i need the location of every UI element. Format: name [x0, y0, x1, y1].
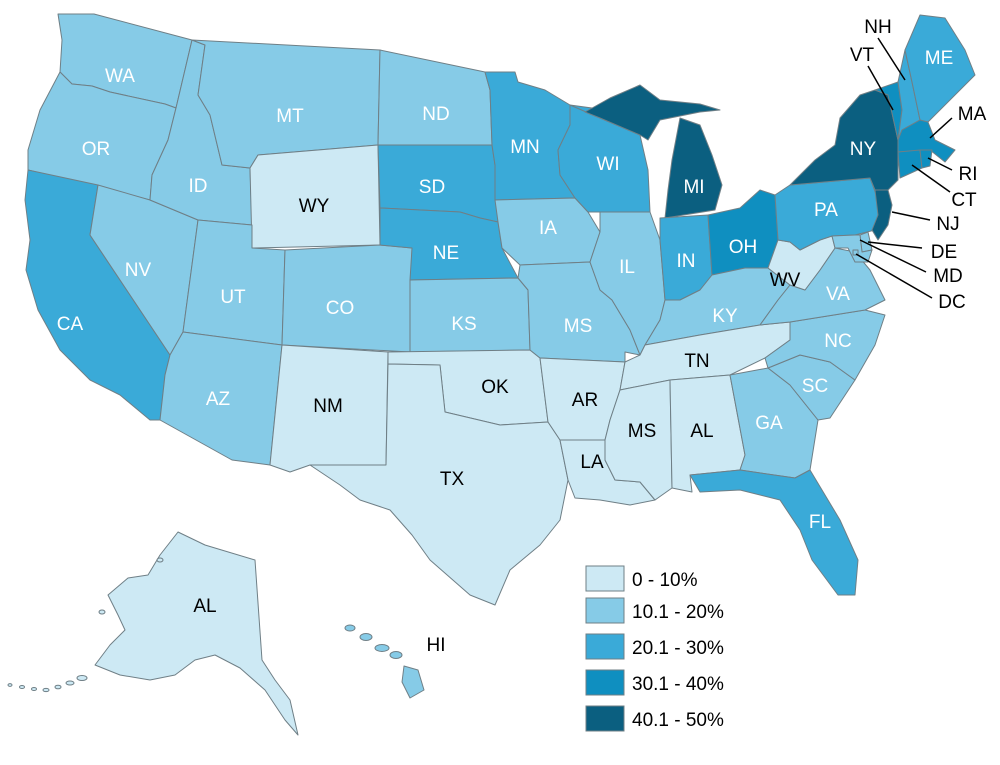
legend-label-2: 20.1 - 30%: [632, 638, 724, 659]
legend-swatch-4: [585, 705, 625, 732]
legend-label-0: 0 - 10%: [632, 570, 698, 591]
label-me: ME: [925, 48, 954, 69]
label-oh: OH: [729, 237, 758, 258]
label-ri: RI: [959, 164, 978, 185]
label-leader-lines: [855, 37, 953, 299]
label-nc: NC: [824, 331, 851, 352]
legend-swatch-0: [585, 565, 625, 592]
label-mt: MT: [276, 106, 304, 127]
label-az: AZ: [206, 389, 231, 410]
state-ct[interactable]: [897, 149, 923, 179]
state-me[interactable]: [904, 14, 976, 126]
label-ma: MA: [958, 104, 987, 125]
label-sc: SC: [802, 376, 828, 397]
state-nc[interactable]: [764, 309, 886, 381]
state-nd[interactable]: [377, 49, 493, 146]
label-ny: NY: [850, 139, 877, 160]
label-hi: HI: [427, 635, 446, 656]
label-nm: NM: [313, 396, 343, 417]
label-sd: SD: [419, 177, 445, 198]
label-al: AL: [690, 421, 713, 442]
label-dc: DC: [938, 292, 965, 313]
label-ct: CT: [951, 190, 977, 211]
state-ny[interactable]: [789, 89, 899, 191]
legend-label-4: 40.1 - 50%: [632, 710, 724, 731]
label-nv: NV: [125, 260, 152, 281]
legend-swatch-2: [585, 633, 625, 660]
state-mi[interactable]: [584, 84, 723, 219]
label-co: CO: [326, 298, 355, 319]
state-tx[interactable]: [309, 363, 569, 606]
label-ky: KY: [712, 306, 738, 327]
label-wa: WA: [105, 66, 135, 87]
label-ne: NE: [433, 243, 459, 264]
legend-label-3: 30.1 - 40%: [632, 674, 724, 695]
label-wi: WI: [596, 154, 619, 175]
label-id: ID: [189, 176, 208, 197]
label-vt: VT: [850, 45, 875, 66]
label-md: MD: [933, 266, 963, 287]
label-mi: MI: [683, 177, 704, 198]
state-ri[interactable]: [919, 149, 933, 169]
label-mn: MN: [510, 137, 540, 158]
legend-label-1: 10.1 - 20%: [632, 602, 724, 623]
label-ms: MS: [628, 421, 657, 442]
label-il: IL: [619, 257, 635, 278]
label-nh: NH: [864, 17, 891, 38]
label-mo: MS: [564, 316, 593, 337]
label-ia: IA: [539, 218, 557, 239]
label-va: VA: [826, 284, 850, 305]
legend-swatch-1: [585, 597, 625, 624]
state-ak[interactable]: [94, 531, 299, 736]
state-wy[interactable]: [249, 144, 381, 249]
label-nj: NJ: [936, 214, 959, 235]
label-ga: GA: [755, 413, 783, 434]
state-ne[interactable]: [379, 207, 519, 281]
alaska-aleutian-islands: [7, 557, 164, 693]
label-tn: TN: [684, 351, 709, 372]
label-ok: OK: [481, 377, 509, 398]
legend-swatch-3: [585, 669, 625, 696]
label-de: DE: [931, 242, 957, 263]
state-oh[interactable]: [707, 189, 779, 276]
label-or: OR: [82, 139, 111, 160]
label-ut: UT: [220, 287, 246, 308]
state-fl[interactable]: [689, 469, 859, 596]
label-tx: TX: [440, 469, 465, 490]
state-hi[interactable]: [344, 624, 425, 699]
label-ks: KS: [451, 314, 476, 335]
label-fl: FL: [809, 512, 831, 533]
label-ca: CA: [57, 314, 84, 335]
label-wy: WY: [299, 196, 330, 217]
label-la: LA: [580, 452, 604, 473]
label-in: IN: [677, 251, 696, 272]
label-ar: AR: [572, 390, 598, 411]
label-pa: PA: [814, 200, 838, 221]
state-labels: WA OR CA NV ID MT WY UT AZ CO NM ND SD N…: [57, 17, 987, 656]
state-nj[interactable]: [871, 189, 893, 241]
state-md[interactable]: [831, 234, 873, 263]
label-wv: WV: [770, 270, 801, 291]
label-ak: AL: [193, 596, 216, 617]
state-va[interactable]: [759, 247, 886, 326]
map-legend: 0 - 10% 10.1 - 20% 20.1 - 30% 30.1 - 40%…: [585, 565, 724, 732]
label-nd: ND: [422, 104, 449, 125]
